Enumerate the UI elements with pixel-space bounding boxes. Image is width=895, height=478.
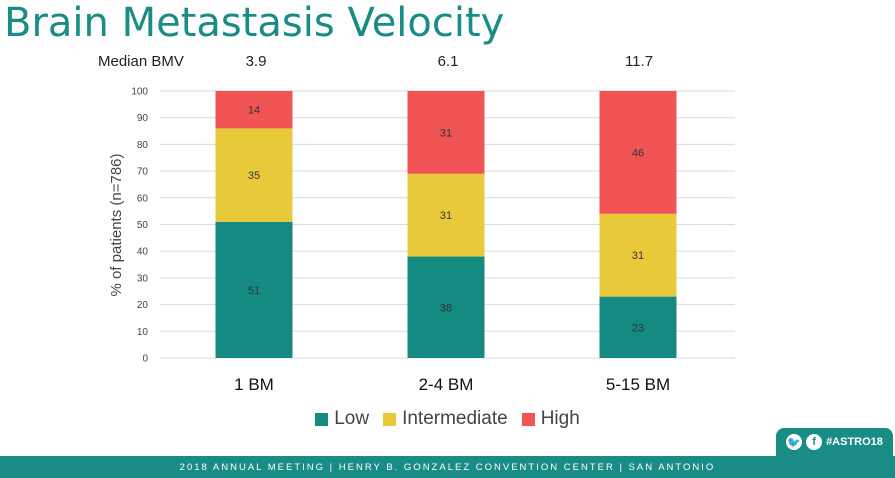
data-label: 31: [440, 210, 452, 222]
legend-item-high: High: [521, 408, 580, 430]
y-axis-label: % of patients (n=786): [108, 153, 125, 296]
y-tick-label: 50: [137, 220, 149, 231]
y-tick-label: 60: [137, 193, 149, 204]
legend-item-intermediate: Intermediate: [383, 408, 508, 430]
data-label: 46: [632, 147, 644, 159]
social-badge[interactable]: 🐦 f #ASTRO18: [776, 428, 893, 456]
chart-legend: Low Intermediate High: [0, 408, 895, 430]
y-tick-label: 100: [131, 87, 148, 98]
legend-label-intermediate: Intermediate: [402, 408, 508, 429]
facebook-icon[interactable]: f: [806, 434, 823, 450]
legend-label-high: High: [540, 408, 580, 429]
twitter-icon[interactable]: 🐦: [786, 434, 803, 450]
y-tick-label: 10: [137, 327, 149, 338]
bar-segment-high: [599, 91, 677, 214]
legend-item-low: Low: [315, 408, 369, 430]
bar-segment-low: [599, 296, 677, 358]
median-bmv-label: Median BMV: [98, 53, 184, 70]
bar-segment-low: [215, 221, 293, 358]
data-label: 23: [632, 322, 644, 334]
x-tick-label: 2-4 BM: [419, 375, 474, 394]
y-tick-label: 40: [137, 247, 149, 258]
y-tick-label: 20: [137, 300, 149, 311]
legend-label-low: Low: [334, 408, 370, 429]
hashtag: #ASTRO18: [826, 436, 883, 448]
stacked-bar-chart: 0 10 20 30 40 50 60 70 80 90 100 % of patients (n=7…: [108, 87, 735, 394]
bar-segment-high: [407, 91, 485, 174]
x-tick-label: 5-15 BM: [606, 375, 670, 394]
median-bmv-value-3: 11.7: [624, 53, 654, 70]
y-tick-label: 0: [142, 354, 148, 365]
slide-title: Brain Metastasis Velocity: [4, 0, 505, 46]
legend-swatch-low: [315, 412, 329, 426]
y-tick-label: 30: [137, 273, 149, 284]
data-label: 38: [440, 302, 452, 314]
bar-segment-intermediate: [599, 213, 677, 297]
bar-segment-low: [407, 256, 485, 358]
y-tick-label: 80: [137, 140, 149, 151]
y-tick-label: 90: [137, 113, 149, 124]
median-bmv-value-1: 3.9: [245, 53, 267, 70]
bar-segment-high: [215, 91, 293, 129]
legend-swatch-intermediate: [383, 412, 397, 426]
data-label: 51: [248, 285, 260, 297]
y-tick-label: 70: [137, 167, 149, 178]
data-label: 31: [440, 127, 452, 139]
bar-segment-intermediate: [215, 128, 293, 222]
bar-segment-intermediate: [407, 173, 485, 257]
legend-swatch-high: [521, 412, 535, 426]
x-tick-label: 1 BM: [234, 375, 274, 394]
footer-bar: 2018 ANNUAL MEETING | HENRY B. GONZALEZ …: [0, 456, 895, 478]
data-label: 35: [248, 170, 260, 182]
data-label: 31: [632, 250, 644, 262]
median-bmv-value-2: 6.1: [437, 53, 459, 70]
data-label: 14: [248, 105, 260, 117]
